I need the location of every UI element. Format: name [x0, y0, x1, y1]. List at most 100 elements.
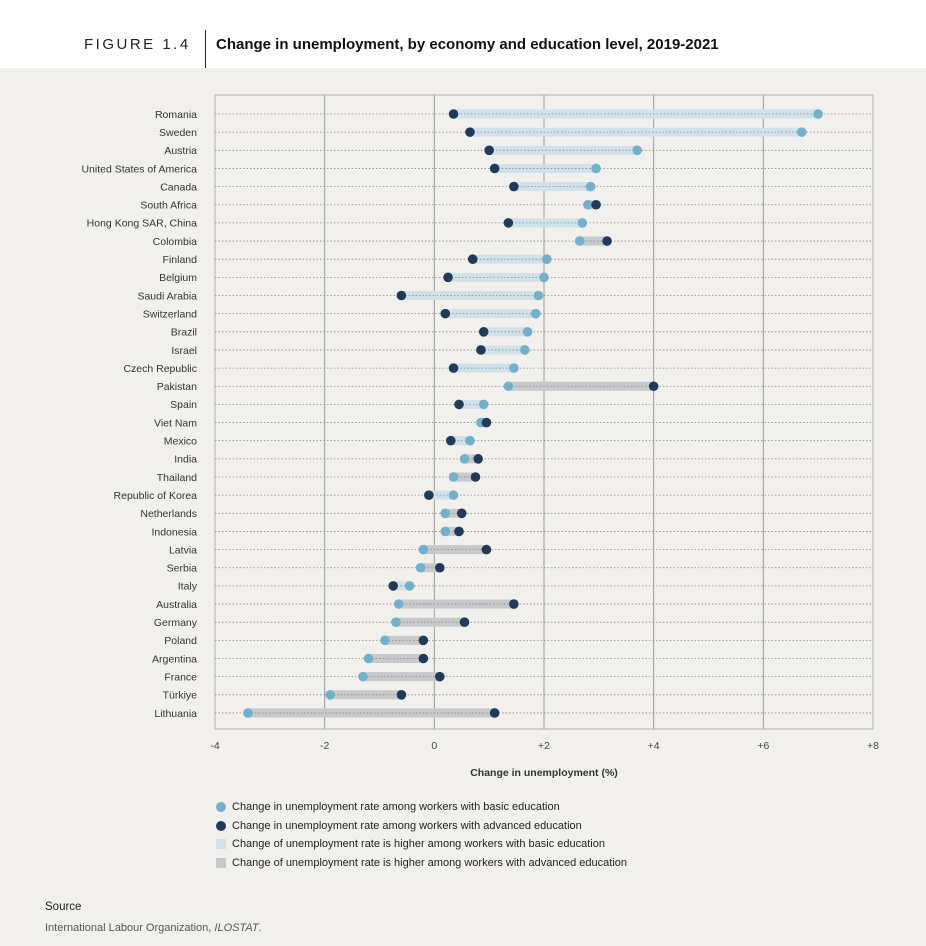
x-tick-label: 0 — [431, 740, 437, 752]
advanced-point — [424, 490, 434, 500]
country-label: Türkiye — [163, 690, 198, 702]
country-label: France — [164, 671, 197, 683]
legend-item-advanced: Change in unemployment rate among worker… — [216, 817, 627, 836]
range-band — [448, 272, 544, 282]
advanced-point — [418, 635, 429, 646]
country-label: Mexico — [164, 436, 197, 448]
advanced-point — [435, 562, 445, 573]
country-label: Czech Republic — [123, 363, 197, 375]
basic-point — [478, 399, 489, 410]
country-label: Hong Kong SAR, China — [87, 218, 197, 230]
basic-point — [503, 381, 514, 392]
advanced-point — [443, 272, 453, 283]
source-text: International Labour Organization, ILOST… — [45, 922, 262, 934]
range-band — [494, 163, 597, 173]
basic-point — [448, 472, 459, 482]
source-label: Source — [45, 901, 82, 913]
country-label: Belgium — [159, 272, 197, 284]
legend-item-band-basic: Change of unemployment rate is higher am… — [216, 835, 627, 854]
advanced-point — [481, 544, 492, 555]
advanced-point — [509, 181, 519, 192]
country-label: Austria — [164, 145, 197, 157]
country-label: Israel — [171, 345, 197, 357]
basic-point — [391, 617, 401, 627]
country-label: Romania — [155, 109, 197, 121]
range-band — [428, 490, 454, 500]
basic-point — [533, 290, 544, 301]
advanced-point — [445, 435, 456, 446]
advanced-point — [456, 508, 467, 519]
basic-point — [418, 544, 429, 555]
country-label: Indonesia — [151, 526, 197, 538]
advanced-point — [435, 671, 445, 682]
advanced-point — [648, 381, 659, 392]
source-dataset: ILOSTAT — [214, 922, 259, 934]
basic-point — [520, 345, 530, 355]
advanced-point — [467, 254, 478, 264]
advanced-point — [509, 599, 519, 609]
range-band — [450, 436, 470, 446]
range-band — [368, 654, 424, 663]
figure-header: FIGURE 1.4 Change in unemployment, by ec… — [0, 0, 926, 68]
advanced-point — [388, 581, 399, 591]
legend-advanced-dot-icon — [216, 820, 226, 831]
x-axis-label: Change in unemployment (%) — [470, 767, 618, 779]
x-tick-label: -2 — [320, 740, 329, 752]
advanced-point — [396, 690, 407, 700]
basic-point — [325, 690, 335, 700]
range-band — [464, 454, 479, 464]
country-label: Saudi Arabia — [137, 290, 197, 302]
range-band — [384, 635, 424, 645]
advanced-point — [503, 218, 514, 228]
source-org: International Labour Organization, — [45, 922, 215, 934]
legend-basic-label: Change in unemployment rate among worker… — [232, 801, 560, 814]
range-band — [508, 381, 654, 391]
dumbbell-chart: -4 -2 0 +2 +4 +6 +8 Change in unemployment (%) R… — [81, 94, 879, 779]
source-end: . — [258, 922, 262, 934]
legend-band-basic-swatch-icon — [216, 839, 226, 850]
basic-point — [509, 363, 519, 373]
basic-point — [541, 254, 552, 264]
basic-point — [363, 653, 374, 664]
advanced-point — [489, 163, 500, 174]
range-band — [363, 672, 440, 682]
country-label: Germany — [154, 617, 198, 629]
basic-point — [415, 562, 426, 573]
country-label: Viet Nam — [154, 417, 197, 429]
advanced-point — [489, 708, 500, 718]
x-tick-label: -4 — [210, 740, 219, 752]
figure-title: Change in unemployment, by economy and e… — [216, 36, 719, 53]
range-band — [508, 218, 583, 228]
country-label: Switzerland — [143, 308, 197, 320]
advanced-point — [459, 617, 470, 627]
country-label: Finland — [163, 254, 198, 266]
country-label: Argentina — [152, 653, 197, 665]
range-band — [445, 309, 536, 319]
legend-item-basic: Change in unemployment rate among worker… — [216, 798, 627, 817]
country-label: Pakistan — [157, 381, 197, 393]
country-label: Spain — [170, 399, 197, 411]
legend-basic-dot-icon — [216, 802, 226, 813]
range-band — [395, 617, 465, 627]
basic-point — [243, 708, 253, 718]
country-label: Sweden — [159, 127, 197, 139]
range-band — [459, 399, 484, 409]
basic-point — [380, 635, 390, 646]
country-label: South Africa — [140, 200, 197, 212]
range-band — [472, 254, 547, 264]
basic-point — [404, 581, 415, 591]
country-label: Brazil — [171, 327, 197, 339]
country-label: United States of America — [81, 163, 197, 175]
legend-item-band-advanced: Change of unemployment rate is higher am… — [216, 854, 627, 873]
basic-point — [459, 454, 470, 464]
advanced-point — [476, 345, 486, 355]
basic-point — [583, 199, 593, 210]
basic-point — [530, 308, 541, 319]
basic-point — [448, 490, 459, 500]
advanced-point — [481, 417, 492, 428]
country-label: Australia — [156, 599, 197, 611]
basic-point — [358, 671, 368, 682]
country-label: Thailand — [157, 472, 197, 484]
advanced-point — [465, 127, 475, 137]
basic-point — [577, 218, 588, 228]
